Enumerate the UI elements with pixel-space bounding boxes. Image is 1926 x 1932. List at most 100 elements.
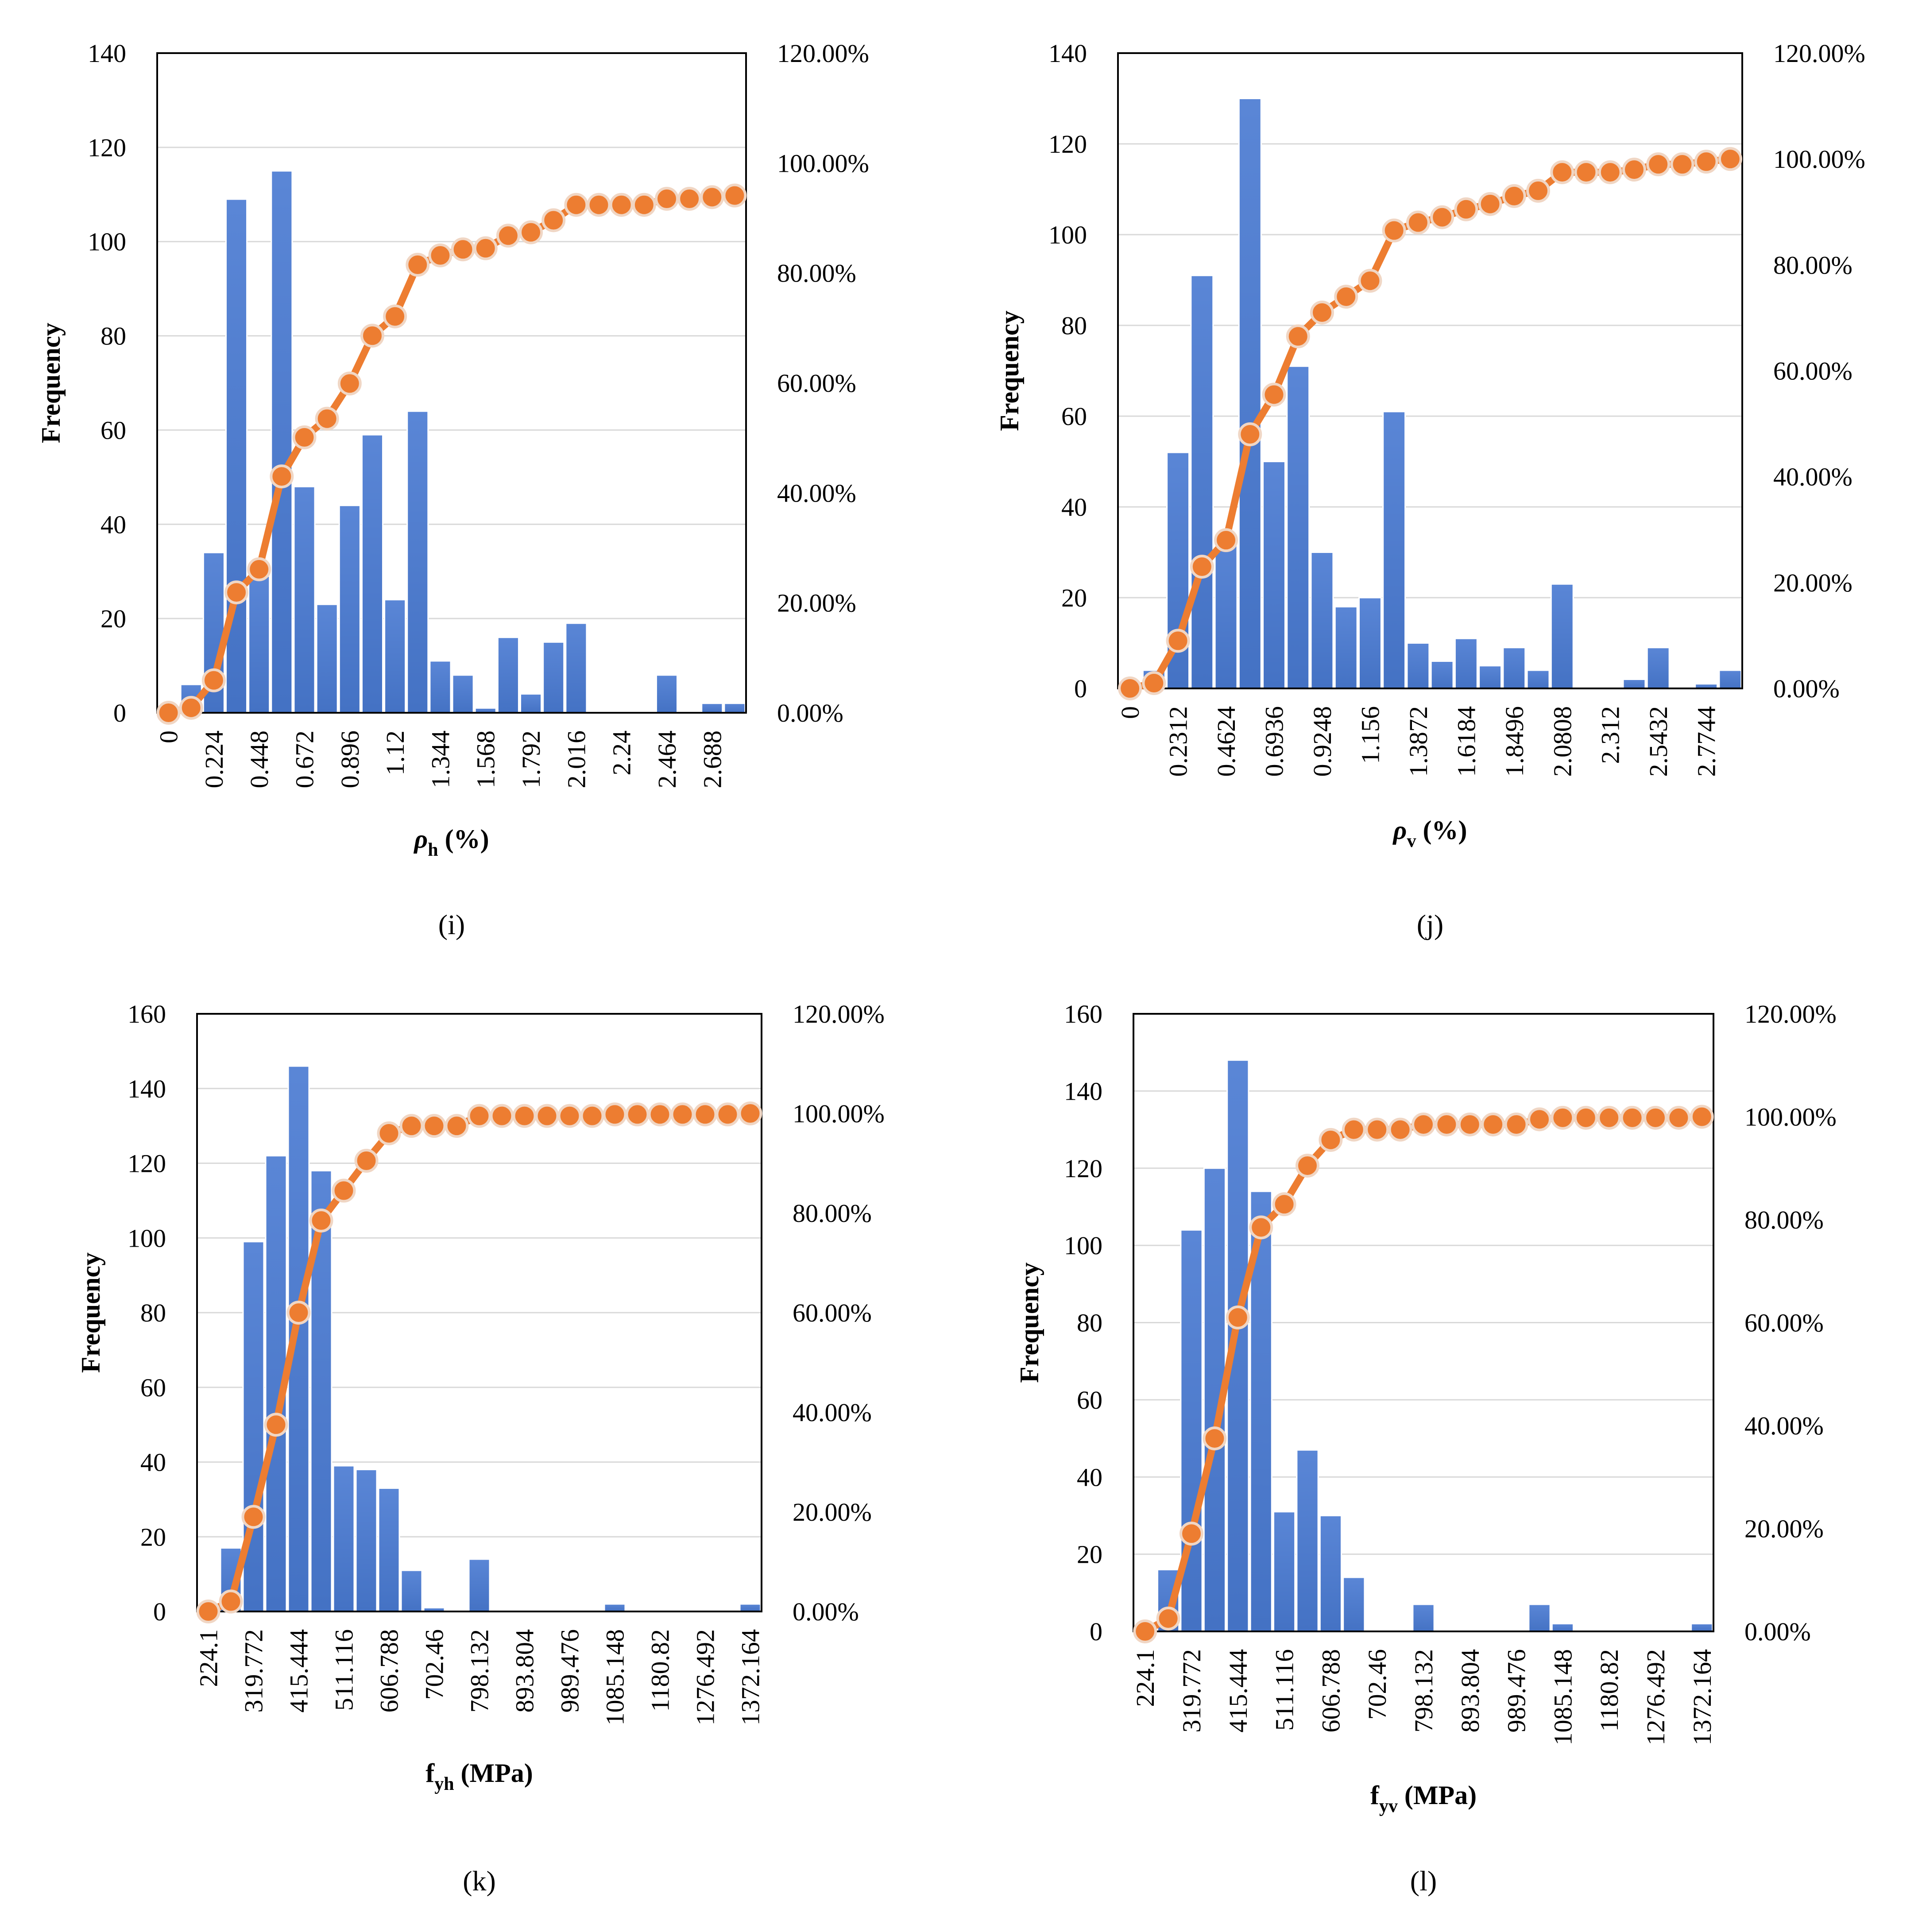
histogram-bar [1342, 1577, 1365, 1632]
y2-tick-label: 20.00% [1773, 568, 1853, 597]
x-tick-label: 0.6936 [1260, 706, 1289, 777]
y-tick-label: 80 [1077, 1309, 1102, 1337]
cumulative-point [1319, 1128, 1343, 1152]
cumulative-point [1365, 1117, 1389, 1142]
x-tick-label: 2.7744 [1692, 706, 1721, 777]
histogram-bar [1646, 647, 1670, 689]
cumulative-point [1574, 160, 1598, 185]
cumulative-point [1718, 147, 1742, 171]
y2-tick-label: 40.00% [1773, 463, 1853, 491]
x-tick-label: 1276.492 [1641, 1649, 1670, 1746]
histogram-bar [565, 622, 588, 714]
histogram-bar [1550, 583, 1574, 689]
x-tick-label: 2.24 [607, 730, 636, 776]
cumulative-point [1690, 1105, 1714, 1129]
cumulative-point [541, 208, 566, 232]
histogram-bar [1718, 669, 1742, 689]
y2-tick-label: 60.00% [777, 369, 856, 398]
x-tick-label: 0.896 [336, 730, 364, 788]
x-tick-label: 0.4624 [1212, 706, 1241, 777]
y-tick-label: 40 [140, 1448, 166, 1477]
x-tick-label: 1.8496 [1500, 706, 1529, 777]
cumulative-point [270, 464, 294, 489]
cumulative-point [1620, 1105, 1644, 1130]
cumulative-point [1262, 383, 1286, 407]
histogram-bar [701, 703, 723, 714]
cumulative-point [1435, 1112, 1459, 1136]
cumulative-point [1190, 554, 1214, 579]
y-tick-label: 60 [101, 416, 126, 444]
cumulative-point [1296, 1153, 1319, 1178]
y2-tick-label: 80.00% [777, 259, 856, 288]
x-tick-label: 319.772 [240, 1629, 268, 1713]
cumulative-point [315, 406, 339, 431]
cumulative-point [609, 193, 634, 217]
cumulative-point [1644, 1105, 1667, 1130]
histogram-bar [1214, 533, 1238, 689]
x-tick-label: 0.224 [200, 730, 228, 788]
y2-tick-label: 120.00% [777, 39, 869, 68]
histogram-bar [338, 505, 361, 714]
histogram-bar [1622, 679, 1646, 689]
y2-tick-label: 40.00% [1744, 1411, 1824, 1440]
x-tick-label: 1372.164 [736, 1629, 765, 1726]
histogram-bar [1412, 1604, 1435, 1632]
x-tick-label: 1276.492 [691, 1629, 720, 1726]
x-tick-label: 511.116 [1270, 1649, 1299, 1731]
y-tick-label: 80 [1061, 311, 1087, 340]
x-tick-label: 2.312 [1596, 706, 1625, 764]
cumulative-point [519, 220, 543, 244]
x-tick-label: 1.344 [426, 730, 455, 788]
cumulative-point [1214, 528, 1238, 553]
x-tick-label: 1180.82 [1595, 1649, 1624, 1731]
plot-frame [196, 1013, 762, 1612]
histogram-bar [497, 637, 519, 714]
cumulative-point [1358, 269, 1382, 293]
histogram-bar [248, 575, 271, 714]
y-tick-label: 80 [140, 1298, 166, 1327]
y2-tick-label: 80.00% [793, 1199, 872, 1228]
y-tick-label: 60 [1061, 402, 1087, 431]
cumulative-point [1142, 671, 1166, 696]
cumulative-point [587, 193, 611, 217]
x-tick-label: 1.156 [1356, 706, 1385, 764]
y2-tick-label: 60.00% [1773, 357, 1853, 386]
y-tick-label: 140 [128, 1074, 166, 1103]
y2-tick-label: 40.00% [777, 479, 856, 507]
y-tick-label: 140 [88, 39, 126, 68]
histogram-bar [1526, 669, 1550, 689]
cumulative-point [473, 236, 498, 260]
cumulative-point [1478, 192, 1502, 216]
x-tick-label: 702.46 [420, 1629, 449, 1700]
histogram-bar [355, 1468, 378, 1612]
cumulative-point [247, 557, 271, 581]
y-tick-label: 40 [1061, 493, 1087, 522]
y2-tick-label: 20.00% [777, 589, 856, 618]
cumulative-point [1528, 1107, 1551, 1132]
histogram-bar [429, 660, 452, 714]
cumulative-point [1166, 629, 1190, 653]
y-tick-label: 120 [88, 133, 126, 162]
x-tick-label: 798.132 [465, 1629, 494, 1713]
cumulative-point [219, 1589, 243, 1614]
x-tick-label: 2.016 [562, 730, 591, 788]
y-tick-label: 140 [1064, 1077, 1102, 1105]
x-tick-label: 1085.148 [1548, 1649, 1577, 1746]
y2-tick-label: 20.00% [1744, 1515, 1824, 1543]
cumulative-point [1133, 1619, 1157, 1643]
y-tick-label: 100 [128, 1224, 166, 1252]
y2-tick-label: 0.00% [1773, 674, 1840, 703]
cumulative-point [648, 1102, 672, 1127]
y-tick-label: 160 [1064, 1000, 1102, 1028]
y2-tick-label: 100.00% [1773, 145, 1865, 174]
histogram-bar [655, 674, 678, 714]
x-axis-title: ρh (%) [413, 824, 489, 860]
y-axis-title: Frequency [36, 323, 66, 443]
cumulative-point [1180, 1522, 1203, 1546]
cumulative-point [224, 580, 249, 605]
histogram-bar [739, 1603, 762, 1612]
histogram-bar [1310, 552, 1334, 689]
cumulative-point [1430, 205, 1454, 229]
x-tick-label: 2.464 [653, 730, 681, 788]
x-tick-label: 1180.82 [646, 1629, 675, 1712]
